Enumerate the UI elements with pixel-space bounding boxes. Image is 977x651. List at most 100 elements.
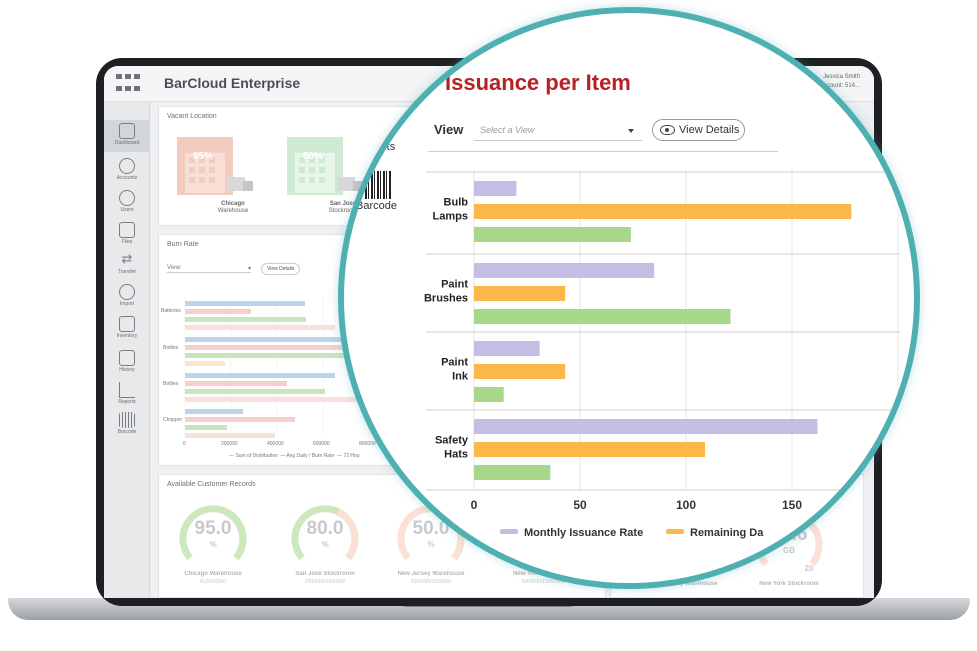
x-tick-label: 100 <box>676 498 696 512</box>
sidebar-item-label: Accounts <box>116 175 138 181</box>
view-details-button[interactable]: View Details <box>652 119 745 141</box>
gauge-value: 80.0 <box>306 518 344 539</box>
app-grid-icon[interactable] <box>116 74 140 94</box>
burn-view-select[interactable]: View: ▾ <box>167 265 251 273</box>
card-title: Burn Rate <box>167 241 199 248</box>
legend-swatch <box>666 529 684 534</box>
y-tick-label: Ink <box>452 371 469 383</box>
eye-icon <box>660 125 675 135</box>
bar <box>474 204 852 219</box>
y-tick-label: Bulb <box>444 197 469 209</box>
burn-row-label: Batteries <box>161 308 181 314</box>
import-icon <box>119 284 135 300</box>
sidebar-item-barcode[interactable]: Barcode <box>104 412 150 435</box>
burn-x-tick: 800000 <box>359 441 376 447</box>
user-name: Jessica Smith <box>822 74 860 80</box>
x-tick-label: 50 <box>573 498 587 512</box>
sidebar-item-dashboard[interactable]: Dashboard <box>104 120 150 152</box>
burn-row-label: Chopper <box>163 417 183 423</box>
burn-legend: — Sum of Distribution — Avg Daily / Burn… <box>229 453 360 459</box>
gauge-value: 95.0 <box>194 518 232 539</box>
sidebar-item-label: Dashboard <box>114 140 140 146</box>
files-icon <box>119 222 135 238</box>
gauge-label: Chicago Warehouse 4120/10000 <box>184 571 242 585</box>
burn-row-label: Bottles <box>163 381 179 387</box>
history-icon <box>119 350 135 366</box>
bar <box>474 181 517 196</box>
gauge-label: New York Stockroom 5000000/10000000 <box>513 571 573 585</box>
gauge-unit: % <box>427 540 435 549</box>
home-icon <box>119 123 135 139</box>
y-tick-label: Brushes <box>424 293 468 305</box>
bar <box>474 387 504 402</box>
sidebar-item-history[interactable]: History <box>104 350 150 373</box>
sidebar-item-label: Transfer <box>117 269 137 275</box>
issuance-chart: Bulb Lamps Paint Brushes Paint Ink Safety Hats 0… <box>424 170 900 539</box>
burn-x-tick: 400000 <box>267 441 284 447</box>
warehouse-icon: 50% <box>287 135 363 195</box>
y-tick-label: Safety <box>435 435 469 447</box>
sidebar-item-label: Files <box>121 239 133 245</box>
burn-x-tick: 200000 <box>221 441 238 447</box>
user-account: Account: 514... <box>819 83 860 89</box>
users-icon <box>119 190 135 206</box>
sidebar-item-label: History <box>119 367 135 373</box>
side-label: rts <box>383 141 396 153</box>
card-title: Vacant Location <box>167 113 217 120</box>
burn-x-tick: 0 <box>183 441 186 447</box>
chart-title: Issuance per Item <box>445 70 631 95</box>
x-tick-label: 0 <box>471 498 478 512</box>
bar <box>474 286 566 301</box>
bar <box>474 309 731 324</box>
warehouse-percent: 95% <box>192 151 213 162</box>
barcode-icon <box>119 412 135 428</box>
sidebar-item-accounts[interactable]: Accounts <box>104 158 150 181</box>
view-select[interactable]: Select a View <box>474 121 642 141</box>
divider <box>428 151 778 152</box>
sidebar-item-inventory[interactable]: Inventory <box>104 316 150 339</box>
burn-x-tick: 600000 <box>313 441 330 447</box>
gauge-unit: % <box>209 540 217 549</box>
user-info[interactable]: Jessica Smith Account: 514... <box>820 73 860 91</box>
gauge-number: 20 <box>804 564 814 573</box>
sidebar-item-label: Users <box>120 207 134 213</box>
lens-content: Issuance per Item rts Barcode View Selec… <box>343 12 915 584</box>
app-title: BarCloud Enterprise <box>164 75 301 91</box>
sidebar-item-label: Inventory <box>116 333 138 339</box>
y-tick-label: Paint <box>441 357 468 369</box>
burn-rate-chart <box>184 297 425 438</box>
gauge-label: San Jose Stockroom 2000000/1000000 <box>295 571 355 585</box>
legend-swatch <box>500 529 518 534</box>
transfer-icon: ⇄ <box>121 251 133 266</box>
sidebar-item-reports[interactable]: Reports <box>104 382 150 405</box>
bar <box>474 465 551 480</box>
bar <box>474 364 566 379</box>
sidebar: Dashboard Accounts Users Files ⇄ Transfer… <box>104 102 150 598</box>
sidebar-item-label: Reports <box>118 399 136 405</box>
bar <box>474 419 818 434</box>
sidebar-item-transfer[interactable]: ⇄ Transfer <box>104 251 150 276</box>
accounts-icon <box>119 158 135 174</box>
burn-view-details-button[interactable]: View Details <box>261 263 301 275</box>
sidebar-item-label: Import <box>119 301 135 307</box>
y-tick-label: Hats <box>444 449 468 461</box>
y-tick-label: Paint <box>441 279 468 291</box>
chicago-warehouse-graphic <box>177 137 253 195</box>
inventory-icon <box>119 316 135 332</box>
barcode-label: Barcode <box>356 200 397 212</box>
burn-row-label: Bottles <box>163 345 179 351</box>
view-select-placeholder: Select a View <box>480 125 535 135</box>
gauge-unit: GB <box>783 546 795 555</box>
gauge-value: 50.0 <box>412 518 450 539</box>
barcode-icon <box>365 171 391 199</box>
sidebar-item-files[interactable]: Files <box>104 222 150 245</box>
magnifier-lens: Issuance per Item rts Barcode View Selec… <box>343 12 915 584</box>
sidebar-item-users[interactable]: Users <box>104 190 150 213</box>
reports-icon <box>119 382 135 398</box>
y-tick-label: Lamps <box>433 211 468 223</box>
legend-label: Monthly Issuance Rate <box>524 527 643 539</box>
legend-label: Remaining Da <box>690 527 764 539</box>
bar <box>474 341 540 356</box>
warehouse-icon: 95% <box>177 135 253 195</box>
sidebar-item-import[interactable]: Import <box>104 284 150 307</box>
